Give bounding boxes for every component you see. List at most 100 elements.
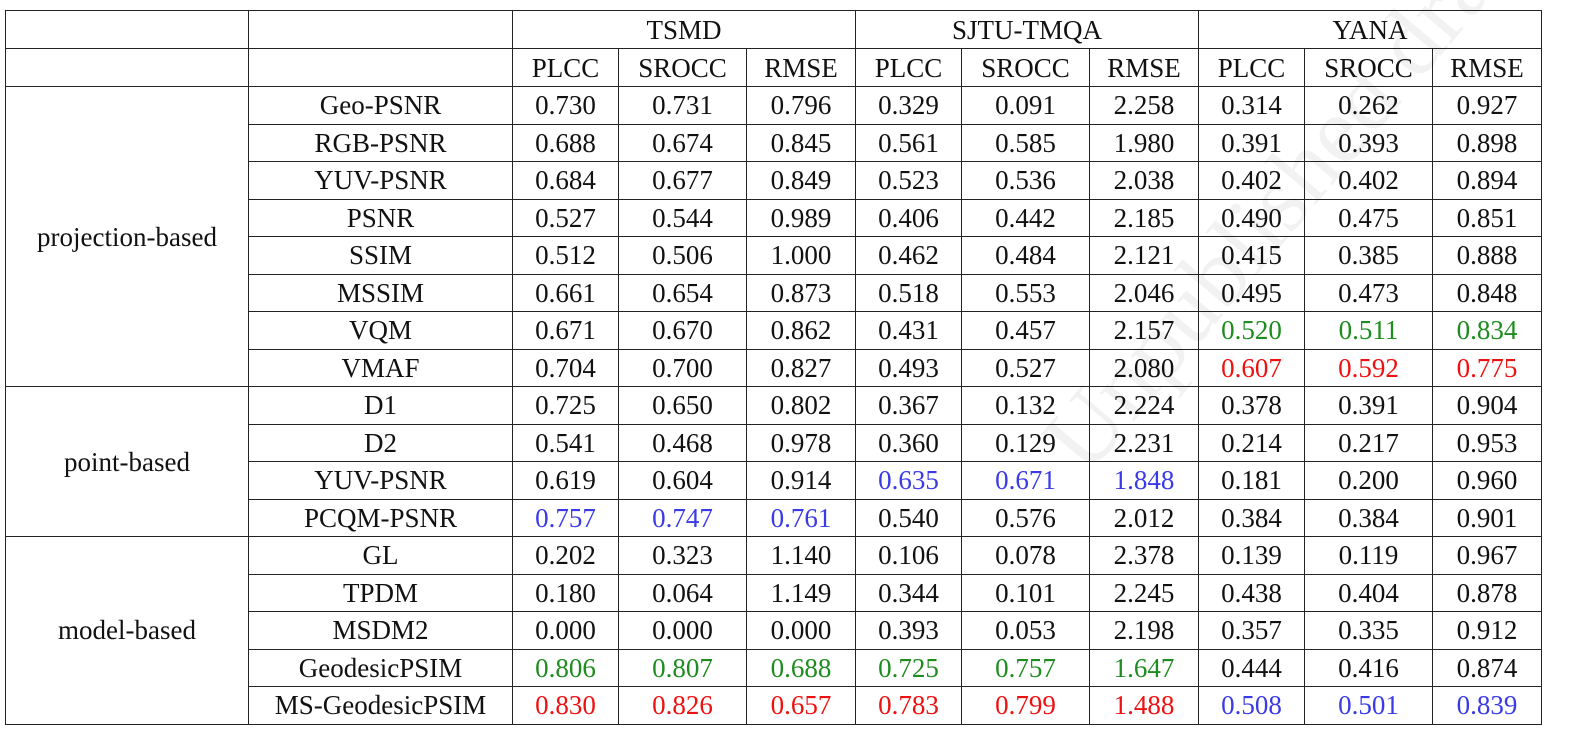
value-cell: 0.978 xyxy=(746,423,856,462)
method-name-cell: GL xyxy=(248,536,513,575)
value-cell: 0.536 xyxy=(961,161,1090,200)
value-cell: 0.806 xyxy=(512,648,619,687)
value-cell: 0.670 xyxy=(618,311,747,350)
empty-method-header-cell xyxy=(248,48,513,87)
value-cell: 0.700 xyxy=(618,348,747,387)
table-row: D2 0.541 0.468 0.978 0.360 0.129 2.231 0.214 0.2… xyxy=(6,423,1542,462)
metric-header-plcc: PLCC xyxy=(1198,48,1305,87)
value-cell: 0.091 xyxy=(961,86,1090,125)
value-cell: 0.845 xyxy=(746,123,856,162)
value-cell: 0.119 xyxy=(1304,536,1433,575)
value-cell: 0.904 xyxy=(1432,386,1542,425)
value-cell: 0.878 xyxy=(1432,573,1542,612)
value-cell: 0.901 xyxy=(1432,498,1542,537)
value-cell: 0.402 xyxy=(1304,161,1433,200)
table-row: SSIM 0.512 0.506 1.000 0.462 0.484 2.121 0.415 0… xyxy=(6,236,1542,275)
value-cell: 0.684 xyxy=(512,161,619,200)
value-cell: 0.527 xyxy=(512,198,619,237)
value-cell: 0.462 xyxy=(855,236,962,275)
method-name-cell: VQM xyxy=(248,311,513,350)
method-name-cell: RGB-PSNR xyxy=(248,123,513,162)
value-cell: 2.198 xyxy=(1089,611,1199,650)
value-cell: 2.038 xyxy=(1089,161,1199,200)
value-cell: 0.953 xyxy=(1432,423,1542,462)
value-cell: 0.000 xyxy=(512,611,619,650)
method-name-cell: GeodesicPSIM xyxy=(248,648,513,687)
value-cell: 0.635 xyxy=(855,461,962,500)
value-cell: 0.849 xyxy=(746,161,856,200)
value-cell: 0.217 xyxy=(1304,423,1433,462)
value-cell: 0.000 xyxy=(618,611,747,650)
empty-method-header-cell xyxy=(248,10,513,49)
value-cell: 0.262 xyxy=(1304,86,1433,125)
metric-header-rmse: RMSE xyxy=(1089,48,1199,87)
value-cell: 0.484 xyxy=(961,236,1090,275)
value-cell: 0.129 xyxy=(961,423,1090,462)
value-cell: 0.834 xyxy=(1432,311,1542,350)
value-cell: 0.384 xyxy=(1198,498,1305,537)
value-cell: 0.553 xyxy=(961,273,1090,312)
method-name-cell: VMAF xyxy=(248,348,513,387)
method-name-cell: Geo-PSNR xyxy=(248,86,513,125)
value-cell: 0.181 xyxy=(1198,461,1305,500)
value-cell: 0.725 xyxy=(512,386,619,425)
table-row: MSDM2 0.000 0.000 0.000 0.393 0.053 2.198 0.357… xyxy=(6,611,1542,650)
table-row: model-based GL 0.202 0.323 1.140 0.106 0.078 2.… xyxy=(5,536,1542,725)
method-name-cell: MSSIM xyxy=(248,273,513,312)
value-cell: 0.527 xyxy=(961,348,1090,387)
metric-header-rmse: RMSE xyxy=(746,48,856,87)
metric-header-srocc: SROCC xyxy=(1304,48,1433,87)
table-row: point-based D1 0.725 0.650 0.802 0.367 0.132 2.… xyxy=(5,386,1542,537)
table-row: MSSIM 0.661 0.654 0.873 0.518 0.553 2.046 0.495… xyxy=(6,273,1542,312)
dataset-header-tsmd: TSMD xyxy=(512,10,856,49)
value-cell: 2.046 xyxy=(1089,273,1199,312)
value-cell: 0.323 xyxy=(618,536,747,575)
value-cell: 0.827 xyxy=(746,348,856,387)
value-cell: 2.080 xyxy=(1089,348,1199,387)
value-cell: 0.592 xyxy=(1304,348,1433,387)
value-cell: 0.200 xyxy=(1304,461,1433,500)
value-cell: 1.140 xyxy=(746,536,856,575)
value-cell: 2.121 xyxy=(1089,236,1199,275)
value-cell: 0.473 xyxy=(1304,273,1433,312)
value-cell: 0.385 xyxy=(1304,236,1433,275)
table-row: MS-GeodesicPSIM 0.830 0.826 0.657 0.783 0.799… xyxy=(6,686,1542,725)
value-cell: 1.488 xyxy=(1089,686,1199,725)
value-cell: 2.012 xyxy=(1089,498,1199,537)
value-cell: 0.607 xyxy=(1198,348,1305,387)
table-row: projection-based Geo-PSNR 0.730 0.731 0.796 0… xyxy=(5,86,1542,387)
value-cell: 0.874 xyxy=(1432,648,1542,687)
value-cell: 0.725 xyxy=(855,648,962,687)
group-label-cell: point-based xyxy=(5,386,249,537)
dataset-header-sjtu-tmqa: SJTU-TMQA xyxy=(855,10,1199,49)
value-cell: 0.650 xyxy=(618,386,747,425)
value-cell: 0.688 xyxy=(746,648,856,687)
value-cell: 0.761 xyxy=(746,498,856,537)
value-cell: 0.378 xyxy=(1198,386,1305,425)
value-cell: 0.506 xyxy=(618,236,747,275)
value-cell: 0.619 xyxy=(512,461,619,500)
value-cell: 0.360 xyxy=(855,423,962,462)
value-cell: 2.378 xyxy=(1089,536,1199,575)
value-cell: 0.677 xyxy=(618,161,747,200)
value-cell: 0.329 xyxy=(855,86,962,125)
value-cell: 0.495 xyxy=(1198,273,1305,312)
method-name-cell: D2 xyxy=(248,423,513,462)
value-cell: 0.848 xyxy=(1432,273,1542,312)
value-cell: 0.967 xyxy=(1432,536,1542,575)
value-cell: 0.671 xyxy=(961,461,1090,500)
table-row: YUV-PSNR 0.684 0.677 0.849 0.523 0.536 2.038 0.… xyxy=(6,161,1542,200)
value-cell: 0.214 xyxy=(1198,423,1305,462)
value-cell: 0.862 xyxy=(746,311,856,350)
value-cell: 0.475 xyxy=(1304,198,1433,237)
value-cell: 0.757 xyxy=(512,498,619,537)
table-row: VMAF 0.704 0.700 0.827 0.493 0.527 2.080 0.607 0… xyxy=(6,348,1542,387)
value-cell: 0.367 xyxy=(855,386,962,425)
metric-header-srocc: SROCC xyxy=(961,48,1090,87)
value-cell: 0.912 xyxy=(1432,611,1542,650)
value-cell: 0.438 xyxy=(1198,573,1305,612)
results-table: TSMD SJTU-TMQA YANA PLCC SROCC RMSE PLCC… xyxy=(5,10,1542,725)
value-cell: 0.442 xyxy=(961,198,1090,237)
value-cell: 0.757 xyxy=(961,648,1090,687)
value-cell: 1.848 xyxy=(1089,461,1199,500)
